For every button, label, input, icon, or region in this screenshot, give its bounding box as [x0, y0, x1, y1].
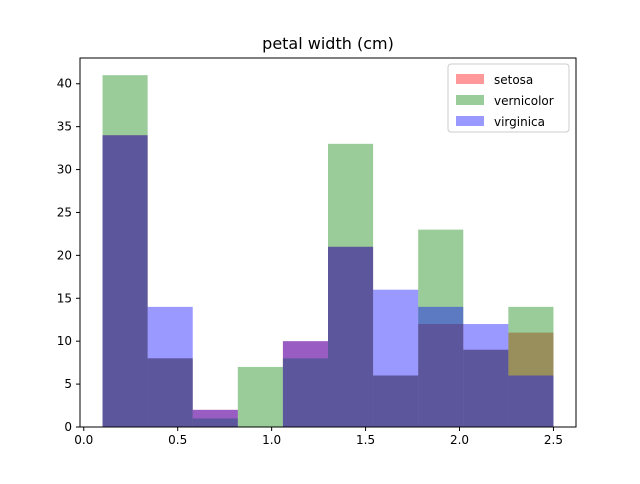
bar-virginica-6 — [373, 289, 419, 427]
bar-vernicolor-5 — [328, 143, 374, 427]
bar-vernicolor-3 — [237, 366, 283, 427]
bar-setosa-2 — [192, 409, 238, 427]
series-setosa — [102, 135, 554, 428]
bar-virginica-9 — [508, 375, 554, 427]
bar-virginica-1 — [147, 306, 193, 427]
chart-title: petal width (cm) — [262, 34, 394, 53]
y-tick-label: 40 — [57, 77, 72, 91]
series-vernicolor — [102, 75, 554, 428]
bar-vernicolor-6 — [373, 375, 419, 427]
bar-vernicolor-2 — [192, 418, 238, 427]
plot-frame — [79, 57, 577, 428]
legend-box — [447, 63, 570, 133]
bar-virginica-5 — [328, 246, 374, 427]
bar-setosa-4 — [282, 341, 328, 427]
legend-swatch-setosa — [456, 74, 484, 84]
y-tick-label: 25 — [57, 205, 72, 219]
y-tick-label: 5 — [64, 377, 72, 391]
x-tick-label: 0.5 — [168, 433, 187, 447]
legend: setosa vernicolor virginica — [447, 63, 570, 133]
y-tick-label: 35 — [57, 120, 72, 134]
y-tick-label: 0 — [64, 420, 72, 434]
bar-vernicolor-4 — [282, 358, 328, 427]
bar-setosa-1 — [147, 358, 193, 427]
bar-virginica-7 — [418, 306, 464, 427]
legend-swatch-virginica — [456, 116, 484, 126]
x-tick-label: 1.5 — [356, 433, 375, 447]
bar-setosa-0 — [102, 135, 148, 428]
bar-vernicolor-0 — [102, 75, 148, 428]
y-tick-label: 30 — [57, 163, 72, 177]
bar-vernicolor-1 — [147, 358, 193, 427]
bar-virginica-4 — [282, 341, 328, 427]
legend-label-setosa: setosa — [494, 73, 533, 87]
bar-virginica-2 — [192, 409, 238, 427]
y-tick-label: 20 — [57, 248, 72, 262]
bar-virginica-8 — [463, 324, 509, 427]
x-tick-label: 1.0 — [262, 433, 281, 447]
bars-layer — [102, 75, 554, 428]
legend-swatch-vernicolor — [456, 95, 484, 105]
y-tick-label: 10 — [57, 334, 72, 348]
axes-layer: 0.0 0.5 1.0 1.5 2.0 2.5 0 5 10 15 20 25 30 35 40 — [57, 57, 577, 447]
x-tick-label: 0.0 — [74, 433, 93, 447]
y-tick-label: 15 — [57, 291, 72, 305]
series-virginica — [102, 135, 554, 428]
bar-vernicolor-9 — [508, 306, 554, 427]
bar-virginica-0 — [102, 135, 148, 428]
bar-vernicolor-7 — [418, 229, 464, 427]
bar-setosa-9 — [508, 332, 554, 427]
bar-vernicolor-8 — [463, 349, 509, 427]
bar-setosa-8 — [463, 349, 509, 427]
x-tick-label: 2.0 — [450, 433, 469, 447]
legend-label-vernicolor: vernicolor — [494, 94, 554, 108]
bar-setosa-6 — [373, 375, 419, 427]
x-tick-label: 2.5 — [544, 433, 563, 447]
bar-setosa-7 — [418, 324, 464, 427]
bar-setosa-5 — [328, 246, 374, 427]
legend-label-virginica: virginica — [494, 115, 545, 129]
